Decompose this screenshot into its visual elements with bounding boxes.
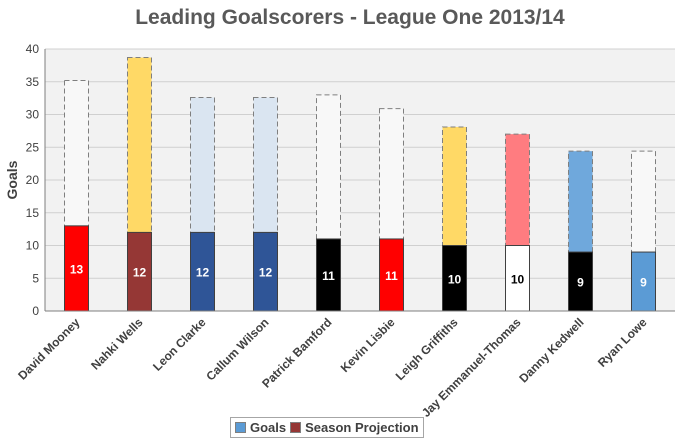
x-category-label: Kevin Lisbie xyxy=(338,315,398,375)
goals-data-label: 11 xyxy=(385,269,398,283)
x-category-label: Leon Clarke xyxy=(150,315,209,374)
y-tick-label: 5 xyxy=(32,271,39,285)
goals-bar xyxy=(631,251,656,312)
goals-bar xyxy=(253,231,278,312)
goals-bar xyxy=(442,245,467,312)
goals-data-label: 10 xyxy=(448,272,462,286)
y-tick-label: 10 xyxy=(26,239,40,253)
y-axis-label: Goals xyxy=(4,160,20,199)
goals-bar xyxy=(190,231,215,312)
goals-bar xyxy=(64,225,89,312)
x-category-label: Ryan Lowe xyxy=(595,315,650,370)
y-tick-label: 15 xyxy=(26,206,40,220)
x-category-label: Leigh Griffiths xyxy=(393,315,461,383)
goals-data-label: 9 xyxy=(640,276,647,290)
legend: Goals Season Projection xyxy=(230,417,424,438)
y-tick-label: 40 xyxy=(26,42,40,56)
x-category-label: Patrick Bamford xyxy=(259,315,334,390)
goals-data-label: 9 xyxy=(577,276,584,290)
x-category-label: Callum Wilson xyxy=(203,315,271,383)
x-category-label: Nahki Wells xyxy=(88,315,146,373)
legend-projection-swatch xyxy=(290,422,302,433)
x-category-label: David Mooney xyxy=(15,315,83,383)
chart-title: Leading Goalscorers - League One 2013/14 xyxy=(135,6,565,29)
legend-goals-label: Goals xyxy=(250,420,287,435)
goals-data-label: 12 xyxy=(259,266,273,280)
y-tick-label: 20 xyxy=(26,173,40,187)
y-tick-label: 35 xyxy=(26,75,40,89)
goals-data-label: 12 xyxy=(196,266,210,280)
y-tick-label: 25 xyxy=(26,140,40,154)
goals-data-label: 12 xyxy=(133,266,147,280)
goals-bar xyxy=(127,231,152,312)
goals-data-label: 13 xyxy=(70,262,84,276)
legend-goals-swatch xyxy=(235,422,246,433)
y-tick-label: 30 xyxy=(26,108,40,122)
bars: 13 12 12 12 11 11 10 10 9 9 xyxy=(64,57,656,312)
x-category-label: Danny Kedwell xyxy=(516,315,586,385)
legend-projection-label: Season Projection xyxy=(305,420,419,435)
goals-data-label: 11 xyxy=(322,269,335,283)
goals-bar xyxy=(505,245,530,312)
goals-data-label: 10 xyxy=(511,272,525,286)
y-tick-label: 0 xyxy=(32,304,39,318)
goals-bar xyxy=(316,238,341,312)
